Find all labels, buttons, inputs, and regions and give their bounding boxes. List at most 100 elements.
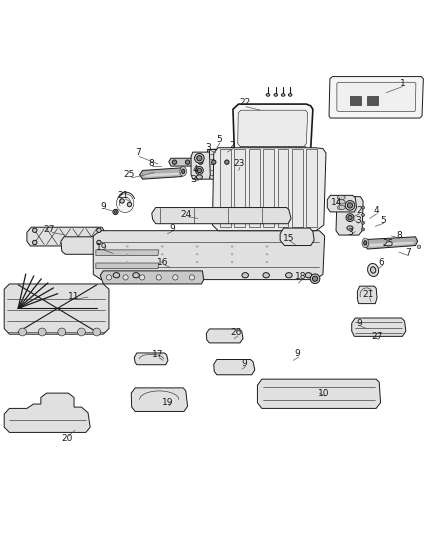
Text: 25: 25	[124, 171, 135, 179]
Ellipse shape	[242, 272, 248, 278]
Text: 3: 3	[190, 175, 196, 184]
Polygon shape	[258, 379, 381, 408]
Ellipse shape	[361, 213, 364, 216]
Polygon shape	[191, 152, 210, 179]
Polygon shape	[337, 82, 416, 111]
Text: 24: 24	[180, 209, 192, 219]
Ellipse shape	[348, 215, 352, 220]
Ellipse shape	[126, 253, 129, 255]
Text: 9: 9	[357, 319, 363, 328]
Text: 23: 23	[233, 159, 244, 168]
Text: 2: 2	[356, 206, 361, 215]
Polygon shape	[61, 237, 114, 254]
Ellipse shape	[161, 253, 163, 255]
Text: 9: 9	[241, 359, 247, 368]
Polygon shape	[350, 96, 361, 105]
Ellipse shape	[123, 275, 128, 280]
Polygon shape	[131, 388, 187, 411]
Text: 21: 21	[117, 191, 129, 200]
Polygon shape	[207, 149, 236, 158]
Ellipse shape	[58, 328, 66, 336]
Polygon shape	[327, 195, 357, 212]
Text: 7: 7	[405, 248, 410, 257]
Ellipse shape	[371, 266, 376, 273]
Text: 21: 21	[363, 290, 374, 300]
Polygon shape	[233, 104, 313, 152]
Text: 4: 4	[192, 165, 198, 174]
Text: 2: 2	[229, 141, 235, 150]
Ellipse shape	[266, 261, 268, 263]
Polygon shape	[306, 149, 317, 227]
Text: 11: 11	[68, 292, 80, 301]
Ellipse shape	[263, 272, 269, 278]
Ellipse shape	[197, 156, 202, 161]
Polygon shape	[152, 207, 291, 224]
Ellipse shape	[189, 275, 194, 280]
Text: 22: 22	[240, 98, 251, 107]
Ellipse shape	[266, 253, 268, 255]
Ellipse shape	[198, 160, 203, 164]
Polygon shape	[4, 284, 109, 334]
Ellipse shape	[32, 240, 37, 245]
Text: 16: 16	[156, 257, 168, 266]
Ellipse shape	[196, 261, 198, 263]
Ellipse shape	[362, 238, 368, 248]
Polygon shape	[352, 318, 406, 336]
Ellipse shape	[172, 160, 177, 164]
Polygon shape	[288, 147, 296, 151]
Text: 19: 19	[96, 243, 108, 252]
Ellipse shape	[161, 261, 163, 263]
Ellipse shape	[195, 166, 203, 174]
Polygon shape	[336, 197, 363, 235]
Text: 25: 25	[382, 239, 394, 248]
Polygon shape	[367, 96, 378, 105]
Polygon shape	[297, 147, 305, 151]
Text: 14: 14	[331, 198, 343, 207]
Ellipse shape	[140, 275, 145, 280]
Ellipse shape	[225, 160, 229, 164]
Text: 3: 3	[355, 216, 361, 225]
Text: 4: 4	[373, 206, 379, 215]
Text: 9: 9	[100, 202, 106, 211]
Ellipse shape	[346, 214, 354, 222]
Ellipse shape	[231, 245, 233, 247]
Polygon shape	[96, 250, 159, 256]
Ellipse shape	[196, 245, 198, 247]
Polygon shape	[240, 147, 248, 151]
Ellipse shape	[347, 226, 353, 230]
Polygon shape	[269, 147, 277, 151]
Ellipse shape	[288, 94, 292, 96]
Ellipse shape	[114, 211, 117, 213]
Ellipse shape	[106, 275, 112, 280]
Polygon shape	[140, 168, 183, 179]
Ellipse shape	[282, 94, 285, 96]
Text: 18: 18	[295, 272, 307, 281]
Ellipse shape	[180, 166, 187, 176]
Polygon shape	[259, 147, 267, 151]
Ellipse shape	[38, 328, 46, 336]
Ellipse shape	[305, 272, 312, 278]
Ellipse shape	[364, 241, 367, 245]
Text: 8: 8	[396, 231, 402, 239]
Ellipse shape	[120, 199, 124, 203]
Ellipse shape	[173, 275, 178, 280]
Text: 10: 10	[318, 389, 329, 398]
Ellipse shape	[126, 245, 129, 247]
Polygon shape	[27, 227, 106, 246]
Polygon shape	[263, 149, 274, 227]
Ellipse shape	[93, 328, 101, 336]
Ellipse shape	[113, 272, 120, 278]
Ellipse shape	[231, 253, 233, 255]
Polygon shape	[100, 271, 204, 284]
Polygon shape	[145, 173, 179, 177]
Polygon shape	[212, 148, 326, 231]
Ellipse shape	[127, 203, 132, 207]
Ellipse shape	[185, 160, 190, 164]
Text: 1: 1	[399, 79, 405, 87]
Ellipse shape	[32, 228, 37, 232]
Polygon shape	[280, 228, 314, 246]
Ellipse shape	[361, 206, 364, 209]
Ellipse shape	[347, 203, 353, 208]
Ellipse shape	[126, 261, 129, 263]
Text: 20: 20	[61, 434, 73, 443]
